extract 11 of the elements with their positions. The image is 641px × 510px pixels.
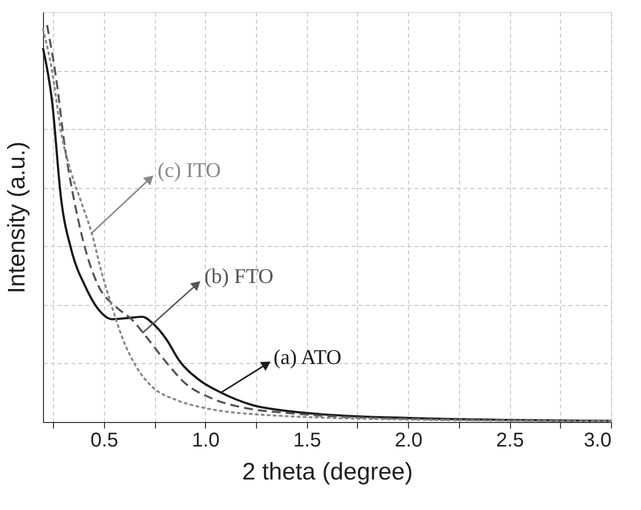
annotation: (a) ATO <box>274 345 342 370</box>
annotation: (b) FTO <box>204 264 274 288</box>
x-tick-label: 1.0 <box>192 430 220 452</box>
x-tick-label: 1.5 <box>293 430 322 452</box>
x-tick-label: 3.0 <box>584 430 612 452</box>
x-tick-label: 0.5 <box>90 430 118 452</box>
x-tick-label: 2.5 <box>496 430 524 452</box>
y-axis-title: Intensity (a.u.) <box>4 141 30 294</box>
x-axis-title: 2 theta (degree) <box>242 458 413 486</box>
annotation: (c) ITO <box>158 158 221 182</box>
x-tick-label: 2.0 <box>394 430 423 452</box>
